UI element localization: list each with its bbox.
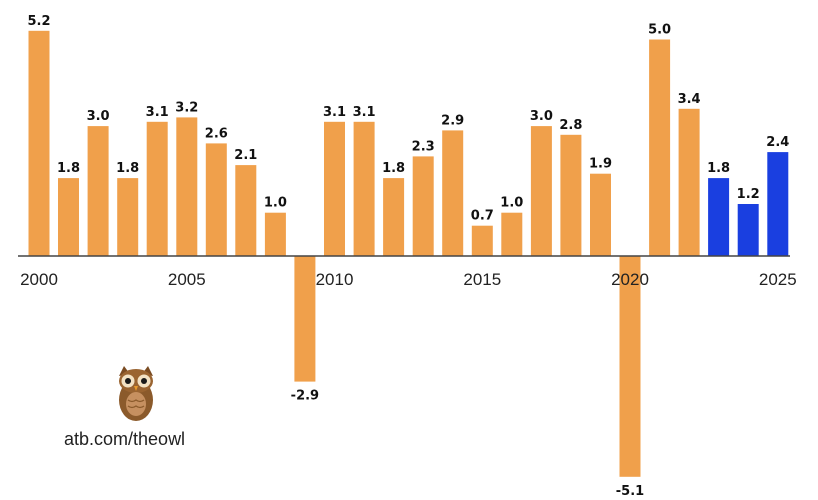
bar-2024 [737, 204, 759, 256]
bar-2000 [28, 30, 50, 256]
value-label-2007: 2.1 [234, 148, 257, 163]
x-tick-2005: 2005 [168, 270, 206, 289]
value-label-2019: 1.9 [589, 157, 612, 172]
value-label-2024: 1.2 [737, 187, 760, 202]
bar-2014 [442, 130, 464, 256]
bar-2007 [235, 165, 257, 256]
value-label-2020: -5.1 [616, 484, 644, 499]
value-label-2017: 3.0 [530, 109, 553, 124]
x-tick-labels-group: 2000 2005 2010 2015 2020 2025 [20, 270, 797, 289]
bar-2003 [117, 178, 139, 256]
bar-2019 [590, 173, 611, 256]
value-labels-group: 5.2 1.8 3.0 1.8 3.1 3.2 2.6 2.1 1.0 -2.9 3.1 3.1 1.8… [27, 14, 789, 499]
x-tick-2010: 2010 [316, 270, 354, 289]
value-label-2006: 2.6 [205, 126, 228, 141]
value-label-2022: 3.4 [678, 92, 701, 107]
bar-2022 [678, 108, 700, 256]
value-label-2001: 1.8 [57, 161, 80, 176]
bar-2015 [471, 225, 493, 256]
bars-group [28, 30, 789, 477]
value-label-2018: 2.8 [559, 118, 582, 133]
bar-2001 [58, 178, 79, 256]
value-label-2016: 1.0 [500, 196, 523, 211]
bar-2010 [324, 121, 345, 256]
source-credit: atb.com/theowl [64, 429, 186, 449]
bar-2018 [560, 134, 582, 256]
value-label-2023: 1.8 [707, 161, 730, 176]
bar-2020 [619, 256, 641, 477]
bar-2025 [767, 152, 789, 256]
x-tick-2015: 2015 [463, 270, 501, 289]
value-label-2008: 1.0 [264, 196, 287, 211]
value-label-2002: 3.0 [87, 109, 110, 124]
value-label-2000: 5.2 [27, 14, 50, 29]
bar-2002 [87, 126, 109, 256]
bar-2009 [294, 256, 316, 382]
value-label-2013: 2.3 [412, 139, 435, 154]
value-label-2021: 5.0 [648, 23, 671, 38]
bar-2017 [530, 126, 552, 256]
owl-icon [119, 366, 153, 421]
value-label-2005: 3.2 [175, 100, 198, 115]
bar-2012 [383, 178, 405, 256]
value-label-2011: 3.1 [353, 105, 376, 120]
value-label-2010: 3.1 [323, 105, 346, 120]
x-tick-2020: 2020 [611, 270, 649, 289]
bar-2011 [353, 121, 375, 256]
bar-2013 [412, 156, 434, 256]
value-label-2012: 1.8 [382, 161, 405, 176]
bar-2004 [146, 121, 168, 256]
value-label-2009: -2.9 [291, 389, 319, 404]
value-label-2025: 2.4 [766, 135, 789, 150]
value-label-2014: 2.9 [441, 113, 464, 128]
bar-2016 [501, 212, 523, 256]
bar-2023 [708, 178, 730, 256]
bar-2005 [176, 117, 198, 257]
x-tick-2025: 2025 [759, 270, 797, 289]
x-tick-2000: 2000 [20, 270, 58, 289]
bar-2021 [649, 39, 671, 256]
value-label-2004: 3.1 [146, 105, 169, 120]
bar-2008 [264, 212, 286, 256]
value-label-2003: 1.8 [116, 161, 139, 176]
value-label-2015: 0.7 [471, 209, 494, 224]
bar-2006 [205, 143, 227, 256]
